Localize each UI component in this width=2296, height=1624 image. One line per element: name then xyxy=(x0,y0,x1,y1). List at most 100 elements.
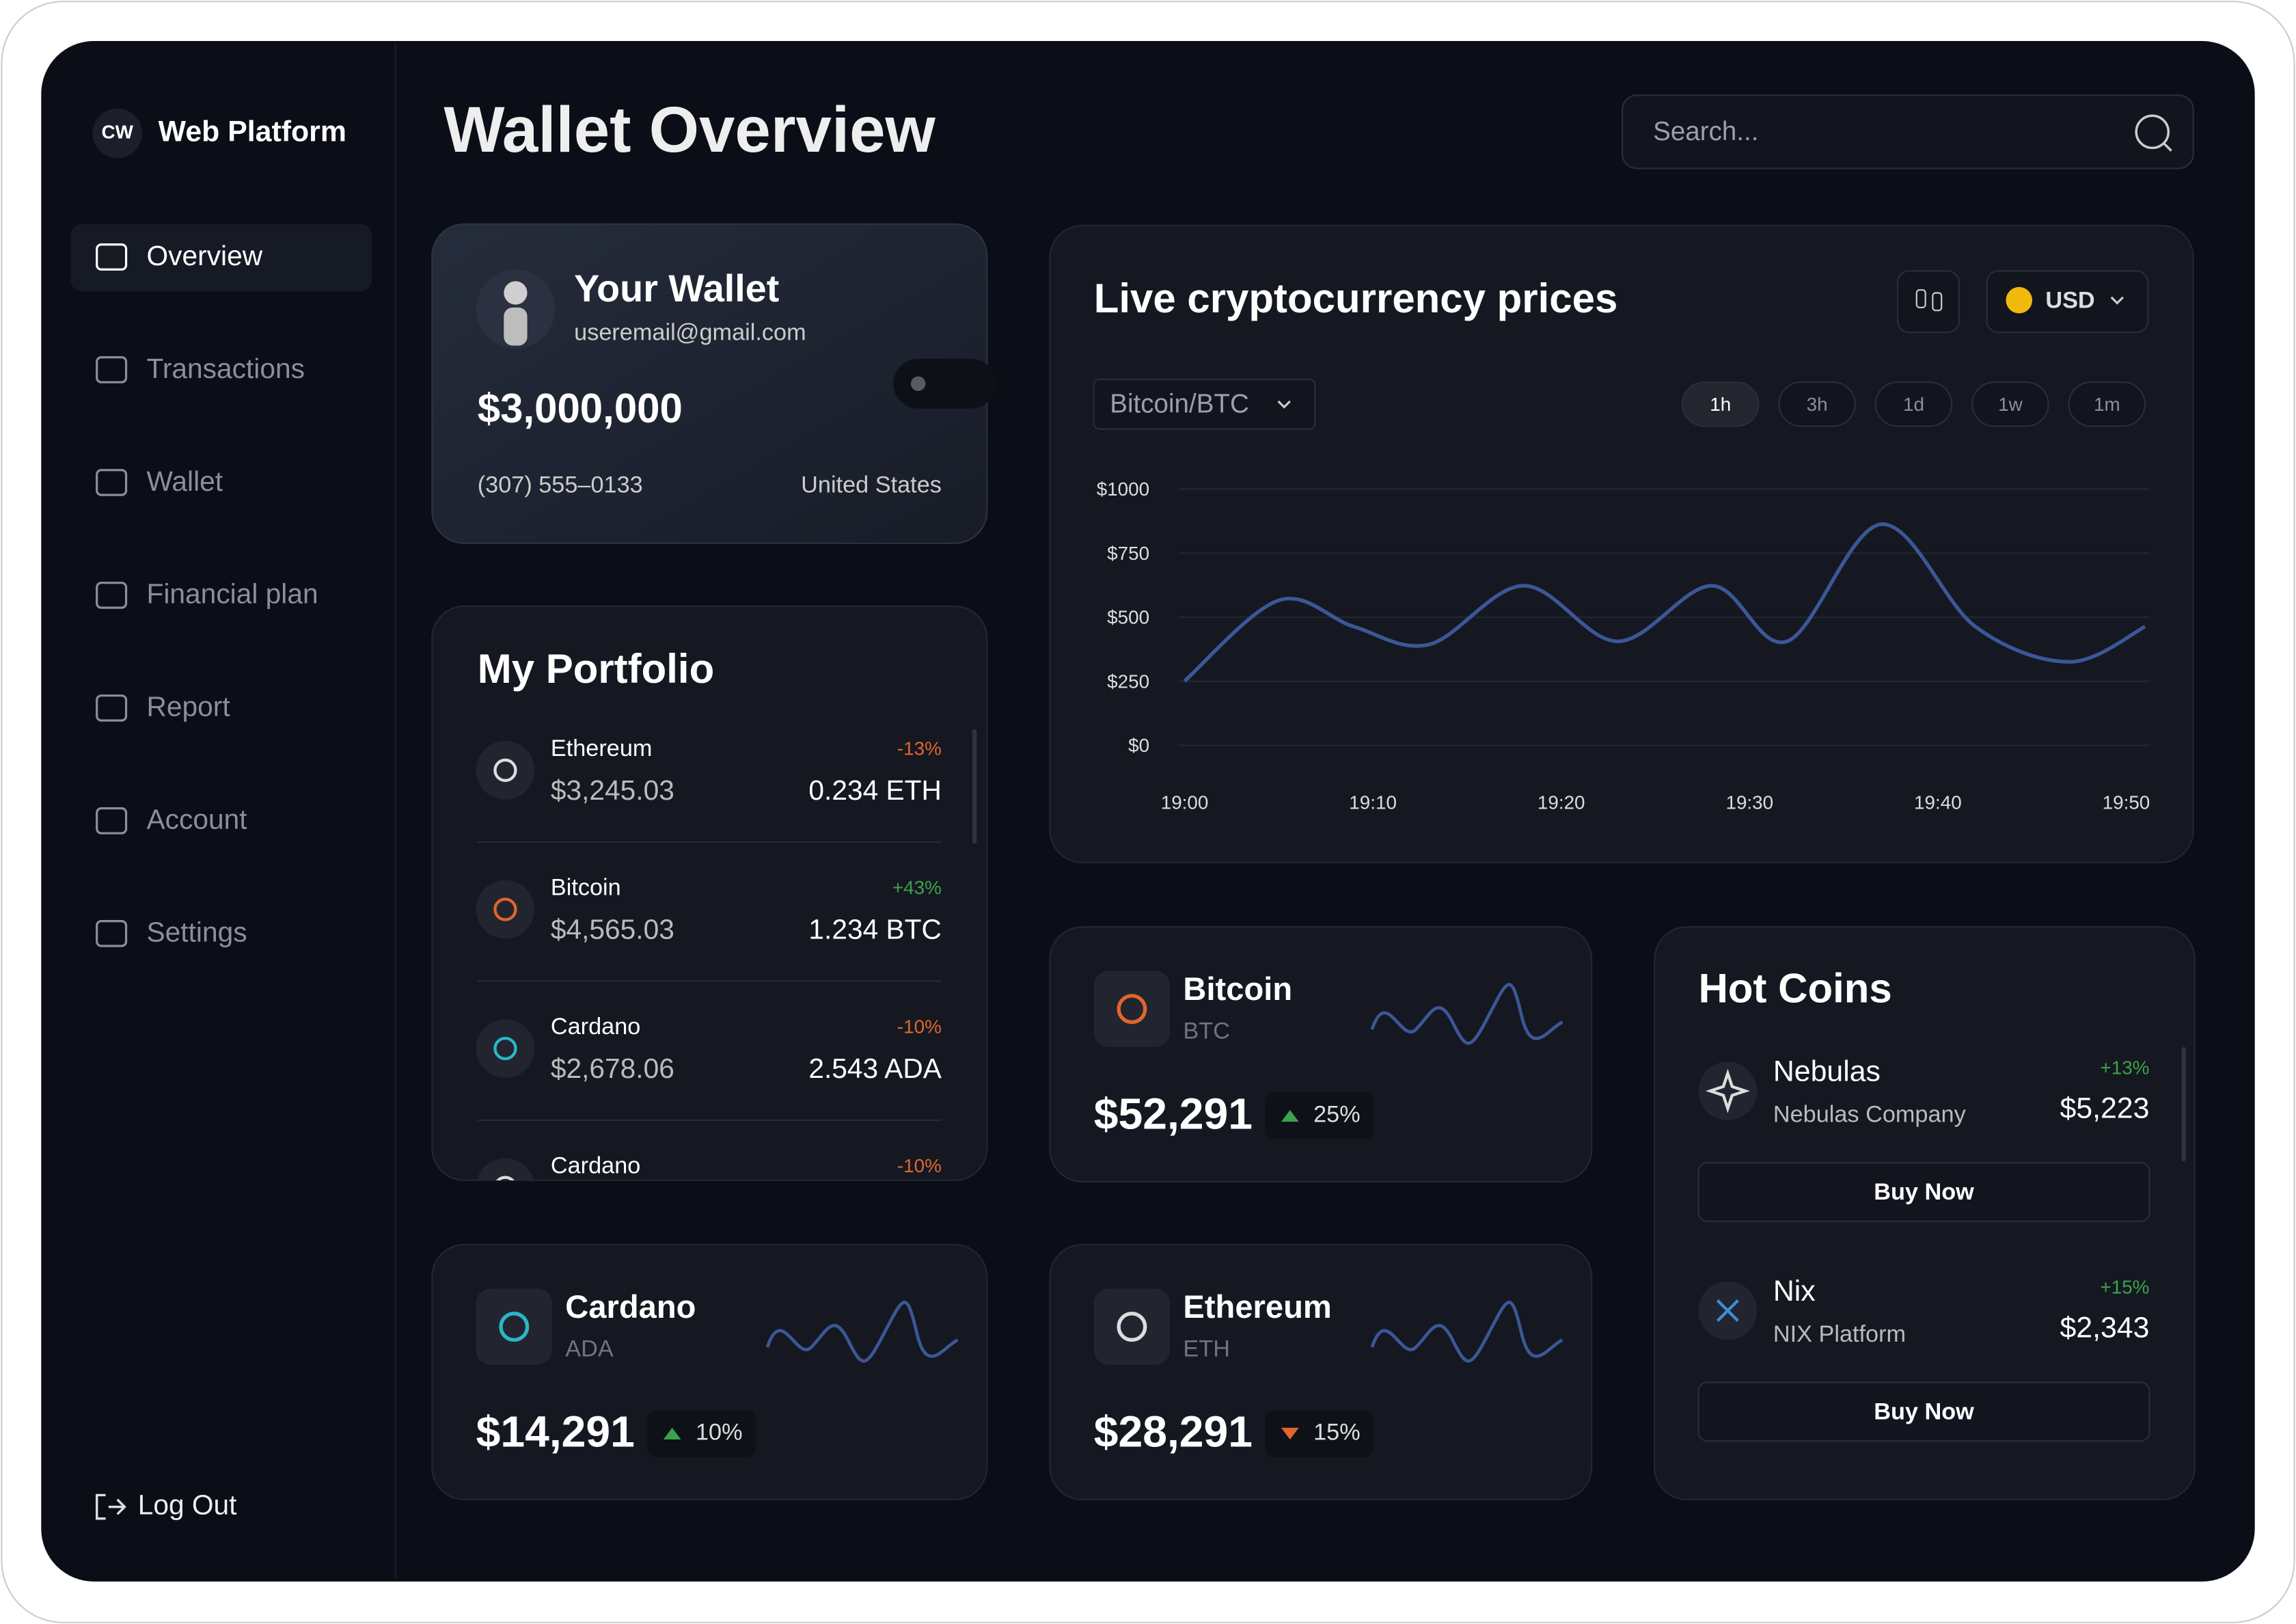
coin-amount: 0.234 ETH xyxy=(808,774,942,806)
coin-card xyxy=(1049,1244,1593,1500)
hot-icon xyxy=(1698,1061,1758,1120)
nav-item[interactable]: Account xyxy=(147,804,247,835)
portfolio-title: My Portfolio xyxy=(478,646,714,692)
nav-item[interactable]: Overview xyxy=(147,240,263,271)
coin-card-name: Ethereum xyxy=(1183,1288,1331,1325)
nav: Overview Transactions Wallet Financial plan… xyxy=(70,224,372,948)
coin-amount: 1.234 BTC xyxy=(808,913,942,945)
change-pill xyxy=(1265,1092,1374,1139)
coin-card-symbol: BTC xyxy=(1183,1018,1230,1044)
x-tick-label: 19:30 xyxy=(1725,792,1773,813)
sparkline xyxy=(1370,1301,1563,1363)
coin-change: -13% xyxy=(897,737,942,759)
buy-button-text[interactable]: Buy Now xyxy=(1874,1179,1974,1205)
chart-title: Live cryptocurrency prices xyxy=(1094,275,1618,321)
coin-card-price: $52,291 xyxy=(1094,1090,1253,1139)
coin-card-name: Bitcoin xyxy=(1183,971,1292,1007)
logout-text[interactable]: Log Out xyxy=(138,1489,237,1520)
change-arrow xyxy=(663,1427,681,1440)
pair[interactable]: Bitcoin/BTC xyxy=(1110,390,1249,419)
hot-company: Nebulas Company xyxy=(1773,1102,1967,1128)
x-tick-label: 19:40 xyxy=(1914,792,1962,813)
coin-card-icon-mark xyxy=(1117,994,1147,1025)
range-label[interactable]: 1d xyxy=(1903,394,1924,415)
hot-change: +15% xyxy=(2100,1277,2149,1298)
coin-card-icon-mark xyxy=(1117,1312,1147,1342)
range-pill[interactable] xyxy=(1681,381,1760,427)
coin-card-price: $28,291 xyxy=(1094,1407,1253,1457)
y-tick-label: $0 xyxy=(1128,735,1149,756)
nav-item[interactable]: Settings xyxy=(147,917,247,948)
x-tick-label: 19:20 xyxy=(1538,792,1585,813)
nav-item[interactable]: Transactions xyxy=(147,353,305,384)
range-label[interactable]: 1h xyxy=(1710,394,1731,415)
wallet-balance: $3,000,000 xyxy=(478,385,683,431)
sparkline xyxy=(1370,983,1563,1045)
coin-name: Cardano xyxy=(551,1014,640,1040)
buy-button-text[interactable]: Buy Now xyxy=(1874,1399,1974,1425)
nav-item[interactable]: Wallet xyxy=(147,465,223,497)
nav-icon xyxy=(96,807,128,835)
range-label[interactable]: 1w xyxy=(1998,394,2023,415)
filter-button[interactable] xyxy=(1896,270,1960,334)
coin-amount: 2.543 ADA xyxy=(808,1053,942,1084)
coin-icon xyxy=(476,1158,535,1180)
search[interactable]: Search... xyxy=(1622,94,2194,170)
range-pill[interactable] xyxy=(2068,381,2146,427)
coin-card-icon xyxy=(1093,971,1171,1047)
change-value: 25% xyxy=(1313,1102,1361,1128)
hot-change: +13% xyxy=(2100,1057,2149,1078)
currency[interactable]: USD xyxy=(2045,287,2094,313)
hot-price: $5,223 xyxy=(2060,1092,2149,1124)
hot-price: $2,343 xyxy=(2060,1312,2149,1344)
range-label[interactable]: 1m xyxy=(2094,394,2120,415)
coin-change: -10% xyxy=(897,1016,942,1037)
coin-icon-mark xyxy=(493,758,517,783)
buy-button[interactable] xyxy=(1697,1381,2150,1442)
coin-value: $3,245.03 xyxy=(551,774,674,806)
hot-coins-card: Hot Coins Nebulas Nebulas Company +13% $5,2… xyxy=(1654,926,2196,1500)
chart-card: Live cryptocurrency prices USD Bitcoin/B… xyxy=(1049,224,2194,863)
coin-card-icon xyxy=(476,1288,553,1365)
coin-card-icon xyxy=(1093,1288,1171,1365)
coin-icon xyxy=(476,1019,535,1078)
logo-text: CW xyxy=(102,121,134,142)
y-tick-label: $750 xyxy=(1107,543,1149,564)
sparkline xyxy=(765,1301,959,1363)
change-value: 15% xyxy=(1313,1420,1361,1446)
search-placeholder[interactable]: Search... xyxy=(1653,117,1758,146)
buy-button[interactable] xyxy=(1697,1162,2150,1222)
hot-coins-title: Hot Coins xyxy=(1699,965,1892,1011)
coin-icon xyxy=(476,741,535,800)
coin-value: $2,678.06 xyxy=(551,1053,674,1084)
hot-company: NIX Platform xyxy=(1773,1321,1906,1347)
range-pill[interactable] xyxy=(1778,381,1856,427)
coin-icon-mark xyxy=(493,1176,517,1180)
range-pill[interactable] xyxy=(1874,381,1953,427)
logout[interactable]: Log Out xyxy=(95,1489,237,1520)
wallet-phone: (307) 555–0133 xyxy=(478,472,643,498)
page-title: Wallet Overview xyxy=(443,94,935,165)
hot-icon-mark xyxy=(1716,1299,1739,1323)
currency-button[interactable]: USD xyxy=(1986,270,2149,334)
change-pill xyxy=(1265,1410,1374,1457)
nav-item[interactable]: Report xyxy=(147,691,230,722)
coin-name: Cardano xyxy=(551,1153,640,1179)
coin-icon-mark xyxy=(493,897,517,921)
nav-item[interactable]: Financial plan xyxy=(147,578,318,610)
coin-card-icon-mark xyxy=(499,1312,530,1342)
brand-name: Web Platform xyxy=(159,115,346,148)
logo xyxy=(92,108,143,159)
coin-icon xyxy=(476,880,535,939)
change-arrow xyxy=(1281,1109,1299,1122)
coin-card xyxy=(431,1244,988,1500)
coin-name: Ethereum xyxy=(551,735,653,761)
range-label[interactable]: 3h xyxy=(1807,394,1828,415)
pair-select[interactable]: Bitcoin/BTC xyxy=(1093,378,1316,430)
coin-change: -10% xyxy=(897,1155,942,1176)
range-pill[interactable] xyxy=(1971,381,2049,427)
hot-name: Nix xyxy=(1773,1275,1816,1308)
price-line xyxy=(1183,522,2146,683)
